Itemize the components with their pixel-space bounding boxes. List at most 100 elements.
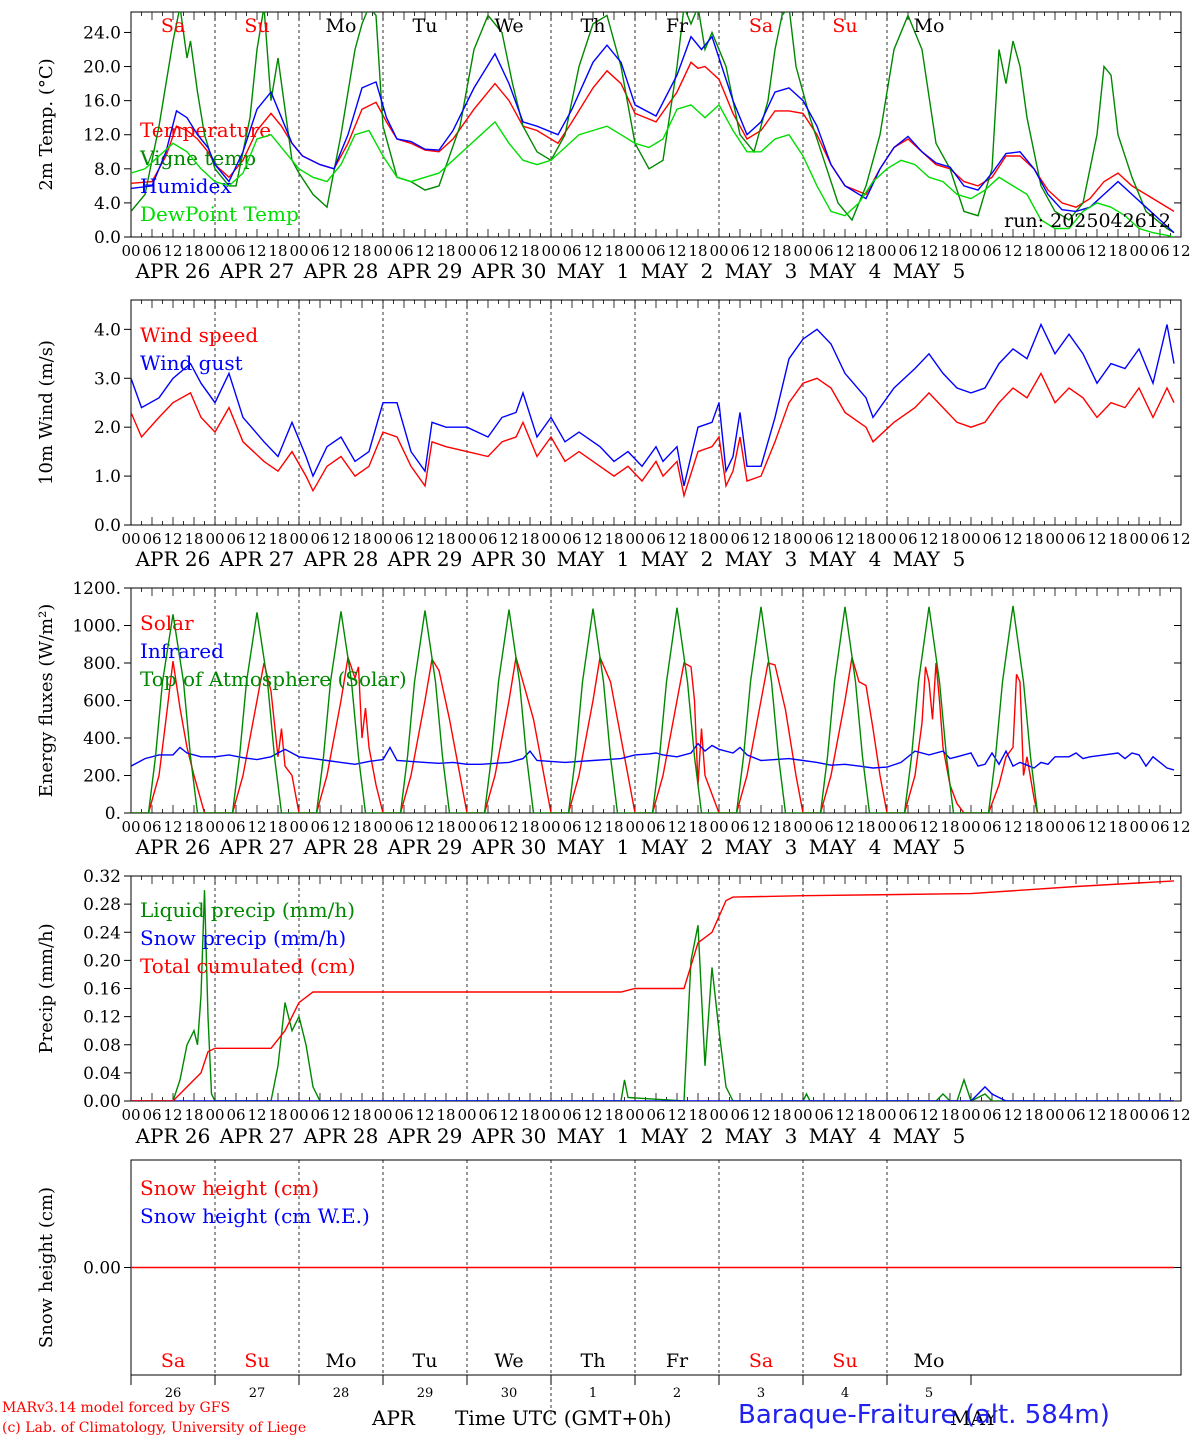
hour-tick-label: 00 xyxy=(121,530,140,548)
hour-tick-label: 12 xyxy=(331,818,350,836)
hour-tick-label: 18 xyxy=(940,818,959,836)
hour-tick-label: 06 xyxy=(478,1106,497,1124)
date-label: APR 26 xyxy=(135,259,211,283)
hour-tick-label: 12 xyxy=(163,242,182,260)
hour-tick-label: 18 xyxy=(1108,818,1127,836)
date-label: APR 29 xyxy=(387,547,463,571)
hour-tick-label: 06 xyxy=(562,1106,581,1124)
date-label: APR 30 xyxy=(471,1124,547,1148)
hour-tick-label: 12 xyxy=(751,530,770,548)
x-axis-label: Time UTC (GMT+0h) xyxy=(455,1406,672,1430)
series-line-3-1 xyxy=(131,654,1041,813)
hour-tick-label: 06 xyxy=(310,242,329,260)
hour-tick-label: 00 xyxy=(1045,1106,1064,1124)
day-number-label: 1 xyxy=(589,1386,597,1401)
day-of-week-label: Su xyxy=(832,15,857,37)
hour-tick-label: 06 xyxy=(730,530,749,548)
hour-tick-label: 12 xyxy=(415,530,434,548)
series-line-3-2 xyxy=(131,742,1175,771)
hour-tick-label: 18 xyxy=(1024,1106,1043,1124)
hour-tick-label: 06 xyxy=(646,530,665,548)
date-label: MAY 4 xyxy=(809,259,882,283)
legend-entry: Total cumulated (cm) xyxy=(140,954,356,978)
hour-tick-label: 12 xyxy=(415,1106,434,1124)
hour-tick-label: 12 xyxy=(331,1106,350,1124)
hour-tick-label: 18 xyxy=(436,530,455,548)
y-tick-label: 4.0 xyxy=(94,194,121,214)
day-number-label: 2 xyxy=(673,1386,681,1401)
hour-tick-label: 00 xyxy=(1045,242,1064,260)
y-tick-label: 0.32 xyxy=(83,867,121,887)
hour-tick-label: 12 xyxy=(163,818,182,836)
hour-tick-label: 12 xyxy=(919,818,938,836)
y-axis-label: Snow height (cm) xyxy=(36,1187,57,1348)
y-tick-label: 1.0 xyxy=(94,467,121,487)
hour-tick-label: 06 xyxy=(982,818,1001,836)
hour-tick-label: 00 xyxy=(373,818,392,836)
day-of-week-label: Mo xyxy=(326,1350,357,1372)
hour-tick-label: 12 xyxy=(1171,1106,1190,1124)
hour-tick-label: 18 xyxy=(268,1106,287,1124)
day-number-label: 30 xyxy=(501,1386,518,1401)
hour-tick-label: 00 xyxy=(289,242,308,260)
hour-tick-label: 00 xyxy=(121,242,140,260)
hour-tick-label: 06 xyxy=(478,818,497,836)
hour-tick-label: 06 xyxy=(1066,530,1085,548)
hour-tick-label: 06 xyxy=(226,242,245,260)
hour-tick-label: 06 xyxy=(394,818,413,836)
y-tick-label: 600. xyxy=(83,692,121,712)
hour-tick-label: 18 xyxy=(1108,1106,1127,1124)
hour-tick-label: 06 xyxy=(814,530,833,548)
day-of-week-label: Sa xyxy=(749,15,773,37)
hour-tick-label: 00 xyxy=(373,1106,392,1124)
hour-tick-label: 18 xyxy=(772,1106,791,1124)
series-line-2-1 xyxy=(131,371,1175,499)
hour-tick-label: 12 xyxy=(499,530,518,548)
hour-tick-label: 12 xyxy=(919,1106,938,1124)
series-line-3-3 xyxy=(131,605,1041,813)
y-tick-label: 0.04 xyxy=(83,1064,121,1084)
y-tick-label: 0.08 xyxy=(83,1036,121,1056)
panel-3: 00 06 12 18 00 06 12 18 00 06 12 18 00 06 12 18 00 06 12 18… xyxy=(36,579,1191,859)
hour-tick-label: 12 xyxy=(247,530,266,548)
hour-tick-label: 00 xyxy=(1129,818,1148,836)
hour-tick-label: 12 xyxy=(583,1106,602,1124)
hour-tick-label: 18 xyxy=(688,530,707,548)
panel-2: 00 06 12 18 00 06 12 18 00 06 12 18 00 06 12 18 00 06 12 18… xyxy=(36,299,1191,571)
hour-tick-label: 00 xyxy=(793,242,812,260)
date-label: APR 27 xyxy=(219,835,295,859)
hour-tick-label: 06 xyxy=(730,242,749,260)
hour-tick-label: 12 xyxy=(667,1106,686,1124)
hour-tick-label: 12 xyxy=(1087,818,1106,836)
y-tick-label: 0.28 xyxy=(83,895,121,915)
hour-tick-label: 18 xyxy=(268,818,287,836)
day-of-week-label: Th xyxy=(581,1350,606,1372)
hour-tick-label: 06 xyxy=(814,818,833,836)
y-axis-label: 10m Wind (m/s) xyxy=(36,340,57,485)
date-label: MAY 4 xyxy=(809,547,882,571)
day-of-week-label: Mo xyxy=(326,15,357,37)
hour-tick-label: 06 xyxy=(814,242,833,260)
legend-entry: Infrared xyxy=(140,639,224,663)
day-of-week-label: Tu xyxy=(413,1350,438,1372)
hour-tick-label: 00 xyxy=(373,530,392,548)
panel-frame xyxy=(130,299,1182,526)
hour-tick-label: 06 xyxy=(394,242,413,260)
date-label: MAY 4 xyxy=(809,1124,882,1148)
hour-tick-label: 18 xyxy=(352,818,371,836)
hour-tick-label: 00 xyxy=(1045,530,1064,548)
y-tick-label: 0.00 xyxy=(83,1092,121,1112)
hour-tick-label: 18 xyxy=(436,1106,455,1124)
hour-tick-label: 06 xyxy=(898,242,917,260)
hour-tick-label: 12 xyxy=(751,818,770,836)
hour-tick-label: 18 xyxy=(604,242,623,260)
hour-tick-label: 12 xyxy=(835,1106,854,1124)
hour-tick-label: 06 xyxy=(646,1106,665,1124)
legend-entry: Wind gust xyxy=(140,351,243,375)
date-label: APR 29 xyxy=(387,1124,463,1148)
hour-tick-label: 00 xyxy=(121,1106,140,1124)
hour-tick-label: 12 xyxy=(1003,1106,1022,1124)
day-of-week-label: We xyxy=(494,15,523,37)
legend-entry: Liquid precip (mm/h) xyxy=(140,898,355,922)
